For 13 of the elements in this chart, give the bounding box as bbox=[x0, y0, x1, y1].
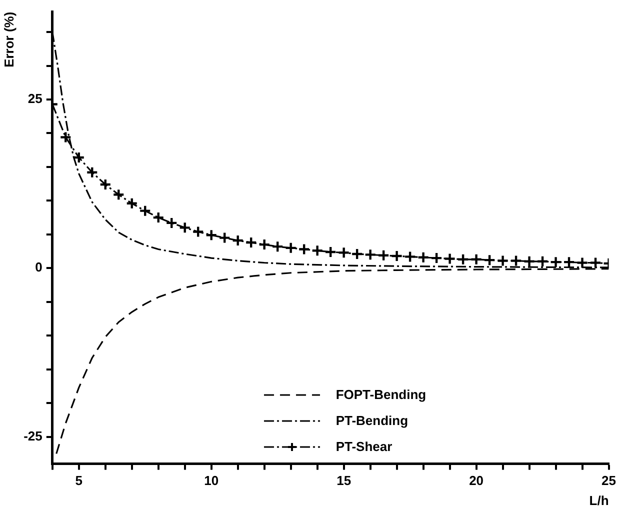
x-tick-label: 15 bbox=[336, 473, 352, 488]
x-axis-title: L/h bbox=[589, 492, 609, 508]
x-tick-label: 25 bbox=[602, 473, 616, 488]
legend-label: PT-Bending bbox=[336, 413, 408, 428]
y-axis-title: Error (%) bbox=[1, 12, 16, 68]
legend-label: FOPT-Bending bbox=[336, 387, 426, 402]
legend-label: PT-Shear bbox=[336, 439, 392, 454]
x-tick-label: 20 bbox=[469, 473, 484, 488]
x-tick-label: 5 bbox=[75, 473, 82, 488]
x-tick-label: 10 bbox=[204, 473, 219, 488]
y-tick-label: 25 bbox=[28, 91, 42, 106]
y-tick-label: -25 bbox=[24, 428, 42, 444]
y-tick-label: 0 bbox=[35, 260, 42, 275]
